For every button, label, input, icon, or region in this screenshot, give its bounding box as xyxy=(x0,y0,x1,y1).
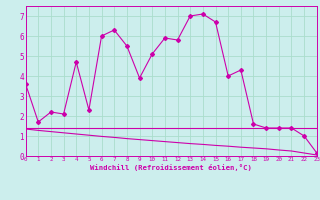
X-axis label: Windchill (Refroidissement éolien,°C): Windchill (Refroidissement éolien,°C) xyxy=(90,164,252,171)
